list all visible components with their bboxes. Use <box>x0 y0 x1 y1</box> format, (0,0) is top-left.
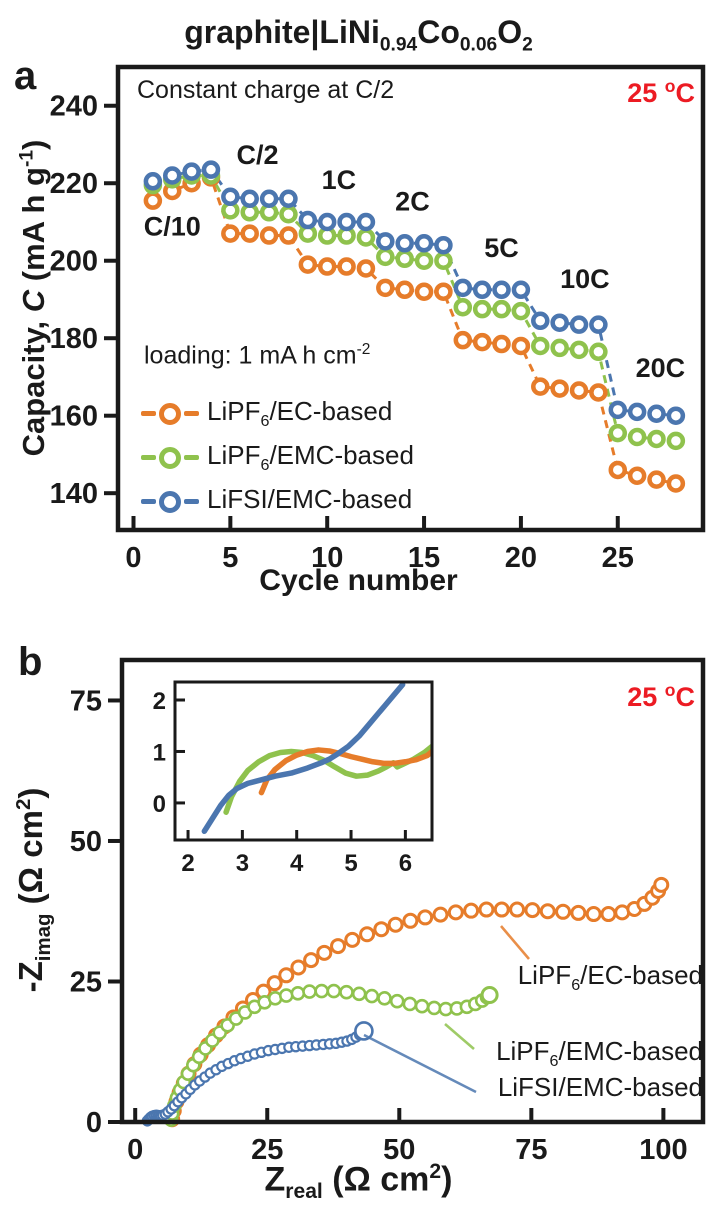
legend-label: LiPF6/EC-based <box>207 396 393 431</box>
legend-marker-orange-icon <box>141 402 199 425</box>
svg-text:4: 4 <box>290 850 304 877</box>
svg-text:25: 25 <box>251 1134 283 1166</box>
legend-marker-green-icon <box>141 446 199 469</box>
svg-text:200: 200 <box>50 246 98 278</box>
panel-a-letter: a <box>14 54 37 98</box>
legend-item-lipf6-emc: LiPF6/EMC-based <box>141 440 414 475</box>
legend-label: LiPF6/EMC-based <box>207 440 414 475</box>
panel-b-x-axis-label: Zreal (Ω cm2) <box>264 1160 453 1204</box>
title-seg: Co <box>417 14 460 50</box>
svg-text:140: 140 <box>50 478 98 510</box>
svg-text:3: 3 <box>236 850 249 877</box>
svg-text:20C: 20C <box>636 353 686 383</box>
title-sub: 0.06 <box>459 34 498 56</box>
svg-text:C/2: C/2 <box>236 140 278 170</box>
panel-b-letter: b <box>18 640 43 684</box>
svg-text:25: 25 <box>602 542 634 574</box>
svg-text:25: 25 <box>70 966 102 998</box>
panel-a-x-axis-label: Cycle number <box>259 564 458 597</box>
panel-a-charge-note: Constant charge at C/2 <box>137 76 395 104</box>
svg-text:180: 180 <box>50 323 98 355</box>
svg-text:2: 2 <box>153 688 166 715</box>
svg-text:2C: 2C <box>395 186 430 216</box>
svg-text:50: 50 <box>70 826 102 858</box>
panel-a-temperature: 25 oC <box>627 76 695 108</box>
svg-text:0: 0 <box>86 1107 102 1139</box>
svg-text:0: 0 <box>127 1134 143 1166</box>
panel-b-y-axis-label: -Zimag (Ω cm2) <box>12 787 55 993</box>
title-sub: 2 <box>522 34 533 56</box>
svg-text:75: 75 <box>70 685 102 717</box>
panel-a-loading-note: loading: 1 mA h cm-2 <box>144 341 371 370</box>
svg-text:75: 75 <box>515 1134 547 1166</box>
svg-text:0: 0 <box>153 791 166 818</box>
svg-text:0: 0 <box>125 542 141 574</box>
panel-a-legend: LiPF6/EC-based LiPF6/EMC-based LiFSI/EMC… <box>141 396 414 520</box>
svg-text:6: 6 <box>399 850 412 877</box>
title-seg: graphite|LiNi <box>184 14 380 50</box>
figure-title: graphite|LiNi0.94Co0.06O2 <box>0 14 717 56</box>
title-seg: O <box>497 14 523 50</box>
legend-item-lifsi-emc: LiFSI/EMC-based <box>141 484 414 519</box>
svg-text:2: 2 <box>181 850 194 877</box>
svg-text:100: 100 <box>639 1134 687 1166</box>
panel-b-temperature: 25 oC <box>627 680 695 712</box>
svg-text:220: 220 <box>50 168 98 200</box>
title-sub: 0.94 <box>379 34 418 56</box>
svg-text:1C: 1C <box>322 165 357 195</box>
annotation-lipf6-emc: LiPF6/EMC-based <box>496 1036 703 1071</box>
panel-a-y-axis-label: Capacity, C (mA h g-1) <box>16 139 51 457</box>
svg-text:1: 1 <box>153 739 166 766</box>
legend-item-lipf6-ec: LiPF6/EC-based <box>141 396 414 431</box>
svg-text:50: 50 <box>383 1134 415 1166</box>
annotation-lipf6-ec: LiPF6/EC-based <box>517 960 703 995</box>
svg-text:5: 5 <box>344 850 357 877</box>
svg-text:10: 10 <box>311 542 343 574</box>
legend-label: LiFSI/EMC-based <box>207 484 413 515</box>
svg-text:5: 5 <box>222 542 238 574</box>
svg-text:5C: 5C <box>484 233 519 263</box>
svg-text:10C: 10C <box>560 264 610 294</box>
svg-text:20: 20 <box>505 542 537 574</box>
svg-text:240: 240 <box>50 91 98 123</box>
annotation-lifsi-emc: LiFSI/EMC-based <box>497 1072 703 1102</box>
svg-text:15: 15 <box>408 542 440 574</box>
legend-marker-blue-icon <box>141 490 199 513</box>
svg-text:C/10: C/10 <box>144 212 201 242</box>
svg-text:160: 160 <box>50 401 98 433</box>
